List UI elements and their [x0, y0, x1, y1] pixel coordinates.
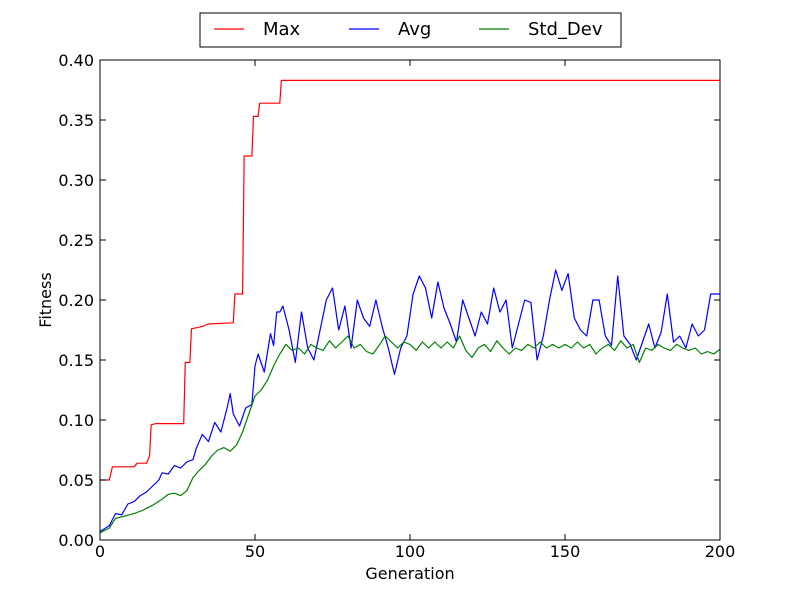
y-tick-label: 0.15	[58, 351, 94, 370]
y-tick-label: 0.05	[58, 471, 94, 490]
y-tick-label: 0.35	[58, 111, 94, 130]
legend-label-std-dev: Std_Dev	[528, 19, 603, 40]
series-layer	[99, 79, 721, 534]
y-tick-label: 0.40	[58, 51, 94, 70]
x-tick-label: 200	[705, 542, 736, 561]
x-tick-label: 100	[395, 542, 426, 561]
y-tick-label: 0.25	[58, 231, 94, 250]
legend-label-max: Max	[263, 19, 301, 40]
x-tick-label: 0	[95, 542, 105, 561]
legend: Max Avg Std_Dev	[199, 12, 622, 48]
plot-frame	[99, 59, 721, 541]
series-line-avg	[99, 269, 720, 533]
y-tick-label: 0.20	[58, 291, 94, 310]
x-tick-label: 150	[550, 542, 581, 561]
x-axis-label: Generation	[365, 564, 454, 583]
y-tick-label: 0.10	[58, 411, 94, 430]
series-line-max	[100, 79, 720, 481]
y-tick-label: 0.00	[58, 531, 94, 550]
legend-label-avg: Avg	[398, 19, 431, 40]
tick-layer: 0 50 100 150 200 0.00 0.05 0.10 0.15 0.20 0.25 0.30…	[58, 51, 735, 561]
y-tick-label: 0.30	[58, 171, 94, 190]
y-axis-label: Fitness	[36, 272, 55, 327]
legend-frame	[199, 12, 622, 48]
series-line-std-dev	[99, 335, 721, 534]
x-tick-label: 50	[245, 542, 265, 561]
